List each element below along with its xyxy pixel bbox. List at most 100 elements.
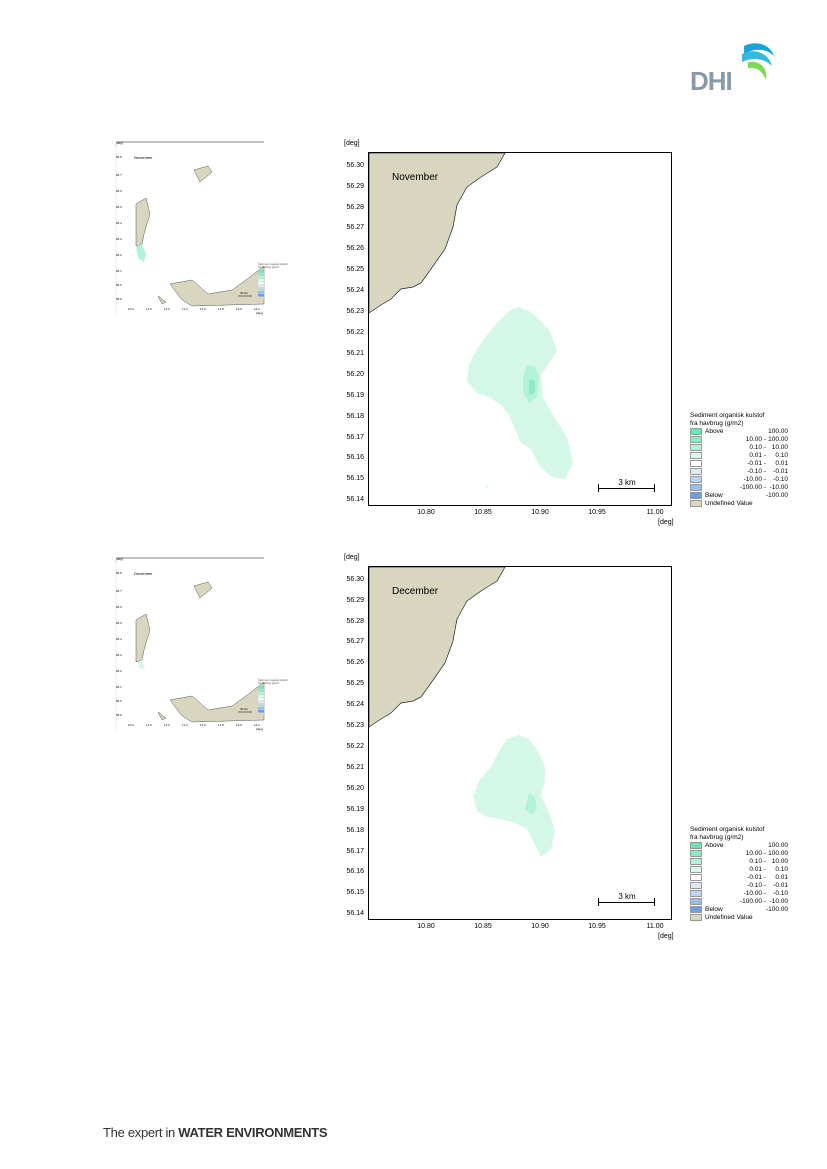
y-axis-unit: [deg] xyxy=(344,140,360,147)
map-frame xyxy=(368,566,672,920)
legend-row: -0.10 - -0.01 xyxy=(690,882,827,890)
legend-title-line2: fra havbrug (g/m2) xyxy=(690,420,744,427)
legend-row: Undefined Value xyxy=(690,914,827,922)
svg-text:56.2: 56.2 xyxy=(116,669,122,673)
legend-range-from: 10.00 - xyxy=(745,850,766,857)
thumb-title: November xyxy=(134,155,153,160)
overview-map-december: [deg] December 56.8 56.7 56.6 56.5 56.4 … xyxy=(115,557,288,731)
legend-range-to: -0.10 xyxy=(773,890,788,897)
legend-rows: Above 100.00 10.00 -100.00 0.10 -10.00 0.01 … xyxy=(690,428,827,508)
legend-row: -0.01 - 0.01 xyxy=(690,460,827,468)
dhi-logo-waves-icon xyxy=(742,43,774,80)
legend-swatch xyxy=(690,476,702,483)
svg-text:56.8: 56.8 xyxy=(116,155,122,159)
legend-range-from: 0.01 - xyxy=(749,866,766,873)
svg-text:56.1: 56.1 xyxy=(116,269,122,273)
y-axis-unit: [deg] xyxy=(344,554,360,561)
svg-text:56.1: 56.1 xyxy=(116,685,122,689)
legend-row: -0.01 - 0.01 xyxy=(690,874,827,882)
thumb-unit-label: [deg] xyxy=(116,557,123,561)
land-coast xyxy=(369,153,506,314)
svg-text:56.6: 56.6 xyxy=(116,189,122,193)
legend-range-to: -10.00 xyxy=(769,484,788,491)
svg-text:56.3: 56.3 xyxy=(116,653,122,657)
legend-label: Undefined Value xyxy=(705,500,753,507)
svg-text:11.6: 11.6 xyxy=(200,307,206,311)
legend-range-to: 100.00 xyxy=(768,850,788,857)
legend-swatch xyxy=(690,484,702,491)
legend-range-to: -100.00 xyxy=(765,906,788,913)
plume-core xyxy=(529,379,535,395)
legend-range-to: -10.00 xyxy=(769,898,788,905)
legend-swatch xyxy=(690,882,702,889)
svg-text:12.2: 12.2 xyxy=(254,307,260,311)
x-axis-unit: [deg] xyxy=(658,519,674,526)
svg-text:11.4: 11.4 xyxy=(182,307,188,311)
legend-label: Above xyxy=(705,428,724,435)
svg-text:11.8: 11.8 xyxy=(218,723,224,727)
legend-title-line1: Sediment organisk kulstof xyxy=(690,826,765,833)
legend-swatch xyxy=(690,906,702,913)
legend-swatch xyxy=(690,492,702,499)
svg-text:11.2: 11.2 xyxy=(164,723,170,727)
legend-row: -10.00 - -0.10 xyxy=(690,476,827,484)
map-december: [deg] December 56.30 56.29 56.28 56.27 5… xyxy=(344,554,674,940)
svg-text:56.3: 56.3 xyxy=(116,237,122,241)
thumb-title: December xyxy=(134,571,153,576)
legend-swatch xyxy=(690,858,702,865)
legend-range-from: 0.01 - xyxy=(749,452,766,459)
legend-range-to: 0.01 xyxy=(775,874,788,881)
dhi-logo-text: DHI xyxy=(690,66,733,96)
legend-range-to: 10.00 xyxy=(771,444,788,451)
svg-text:12.0: 12.0 xyxy=(236,307,242,311)
legend-range-to: -100.00 xyxy=(765,492,788,499)
legend-row: -100.00 - -10.00 xyxy=(690,484,827,492)
scale-label: 3 km xyxy=(618,478,636,487)
legend-range-from: -100.00 - xyxy=(739,898,766,905)
legend-title-line1: Sediment organisk kulstof xyxy=(690,412,765,419)
svg-text:12.0: 12.0 xyxy=(236,723,242,727)
legend-range-from: -0.01 - xyxy=(747,460,766,467)
legend-row: Undefined Value xyxy=(690,500,827,508)
legend-row: 10.00 -100.00 xyxy=(690,850,827,858)
svg-text:56.0: 56.0 xyxy=(116,283,122,287)
legend-range-from: -0.01 - xyxy=(747,874,766,881)
svg-text:12.2: 12.2 xyxy=(254,723,260,727)
svg-text:fra havbrug (g/m2): fra havbrug (g/m2) xyxy=(258,265,279,269)
svg-text:30 km: 30 km xyxy=(240,291,249,295)
footer-bold: WATER ENVIRONMENTS xyxy=(178,1125,328,1140)
legend-label: Above xyxy=(705,842,724,849)
legend-swatch xyxy=(690,460,702,467)
svg-text:[deg]: [deg] xyxy=(256,727,263,731)
legend-label: Below xyxy=(705,492,723,499)
legend-label: Undefined Value xyxy=(705,914,753,921)
svg-text:56.7: 56.7 xyxy=(116,173,122,177)
legend-range-to: 0.01 xyxy=(775,460,788,467)
map-frame xyxy=(368,152,672,506)
legend-row: 0.10 - 10.00 xyxy=(690,444,827,452)
thumb-unit-label: [deg] xyxy=(116,141,123,145)
legend-swatch xyxy=(690,842,702,849)
legend-row: -10.00 - -0.10 xyxy=(690,890,827,898)
legend-range-to: 0.10 xyxy=(775,866,788,873)
legend-swatch xyxy=(690,914,702,921)
legend-row: 0.10 - 10.00 xyxy=(690,858,827,866)
scale-label: 3 km xyxy=(618,892,636,901)
legend-november: Sediment organisk kulstof fra havbrug (g… xyxy=(690,412,827,508)
legend-range-to: 100.00 xyxy=(768,842,788,849)
legend-swatch xyxy=(690,500,702,507)
legend-swatch xyxy=(690,436,702,443)
svg-text:56.6: 56.6 xyxy=(116,605,122,609)
overview-thumbnail-november: [deg] November 56.8 56.7 56.6 56.5 56.4 … xyxy=(112,134,328,320)
svg-text:10.6: 10.6 xyxy=(128,307,134,311)
footer-tagline: The expert in WATER ENVIRONMENTS xyxy=(103,1125,328,1140)
svg-text:11.8: 11.8 xyxy=(218,307,224,311)
svg-text:Sediment organisk kulstof: Sediment organisk kulstof xyxy=(258,262,288,266)
legend-range-from: -10.00 - xyxy=(743,890,766,897)
plume-mid xyxy=(525,793,537,815)
legend-range-to: -0.01 xyxy=(773,882,788,889)
svg-text:56.5: 56.5 xyxy=(116,205,122,209)
legend-row: Above 100.00 xyxy=(690,428,827,436)
legend-row: 0.01 - 0.10 xyxy=(690,866,827,874)
legend-range-from: -0.10 - xyxy=(747,882,766,889)
